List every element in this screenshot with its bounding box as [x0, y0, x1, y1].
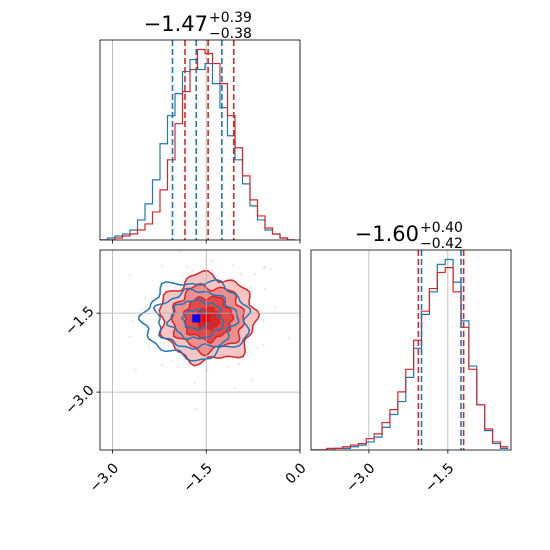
marginal-y-series-blue [311, 258, 509, 450]
joint-sample-point [234, 387, 237, 390]
joint-sample-point [195, 408, 198, 410]
joint-sample-point [262, 343, 265, 346]
joint-sample-point [161, 265, 164, 267]
title-x-plus: +0.39 [209, 10, 252, 26]
joint-sample-point [226, 366, 229, 369]
joint-sample-point [204, 259, 207, 262]
joint-sample-point [249, 351, 252, 354]
marginal-x-frame [99, 39, 301, 241]
joint-blue-contour-1 [165, 298, 225, 341]
joint-sample-point [274, 306, 277, 309]
joint-blue-contour-0 [181, 308, 212, 331]
title-y-plus: +0.40 [420, 220, 463, 236]
joint-sample-point [161, 364, 164, 367]
joint-sample-point [144, 297, 147, 300]
joint-sample-point [194, 381, 197, 384]
joint-sample-point [264, 287, 267, 290]
joint-sample-point [128, 274, 131, 277]
joint-sample-point [141, 308, 144, 311]
marginal-x-series-red [100, 48, 295, 240]
joint-sample-point [193, 247, 195, 249]
joint-contour-plot: −3.0 −1.5 0.0 −3.0 −1.5 [62, 242, 310, 496]
title-x-median: −1.47 [144, 12, 208, 36]
title-marginal-y: −1.60 +0.40 −0.42 [355, 220, 463, 252]
joint-sample-point [252, 330, 255, 333]
joint-sample-point [168, 345, 171, 348]
title-y-median: −1.60 [355, 222, 419, 246]
joint-sample-point [131, 320, 134, 322]
joint-sample-point [254, 273, 257, 276]
joint-sample-point [250, 378, 253, 381]
joint-x-tick-label-2: 0.0 [283, 460, 310, 487]
joint-sample-point [134, 369, 137, 371]
marginal-x-histogram [99, 39, 301, 244]
joint-sample-point [211, 260, 214, 262]
joint-sample-point [128, 335, 131, 338]
joint-sample-point [287, 337, 290, 339]
joint-sample-point [162, 242, 164, 244]
marginal-y-histogram: −3.0 −1.5 [310, 249, 512, 496]
marginal-y-series-red [311, 266, 509, 450]
joint-sample-point [263, 266, 265, 269]
marginal-y-frame [310, 249, 512, 451]
joint-frame [99, 249, 301, 451]
joint-sample-point [264, 265, 267, 268]
joint-sample-point [231, 264, 234, 267]
marginal-x-series-blue [100, 58, 295, 240]
joint-sample-point [178, 250, 181, 253]
joint-blue-contour-2 [152, 287, 240, 350]
joint-sample-point [145, 330, 148, 333]
joint-sample-point [256, 347, 259, 349]
joint-sample-point [269, 268, 272, 271]
joint-sample-point [191, 269, 194, 272]
joint-sample-point [171, 359, 174, 362]
title-x-minus: −0.38 [209, 26, 252, 42]
joint-marker-0 [192, 314, 201, 323]
joint-sample-point [246, 340, 249, 343]
joint-sample-point [262, 320, 265, 323]
joint-sample-point [239, 273, 242, 276]
title-y-minus: −0.42 [420, 236, 463, 252]
title-marginal-x: −1.47 +0.39 −0.38 [144, 10, 252, 42]
joint-sample-point [163, 342, 166, 345]
joint-sample-point [210, 269, 213, 272]
joint-sample-point [147, 344, 150, 347]
joint-blue-contour-3 [137, 278, 252, 362]
joint-sample-point [176, 365, 179, 368]
joint-sample-point [180, 285, 183, 288]
marginal-y-tick-label-1: −1.5 [422, 460, 457, 495]
joint-y-tick-label-0: −3.0 [62, 382, 97, 417]
joint-sample-point [206, 369, 209, 372]
joint-y-tick-label-1: −1.5 [62, 304, 97, 339]
marginal-y-tick-label-0: −3.0 [343, 460, 378, 495]
joint-sample-point [249, 286, 252, 289]
joint-sample-point [237, 363, 240, 366]
joint-x-tick-label-1: −1.5 [181, 460, 216, 495]
joint-sample-point [185, 265, 188, 268]
joint-x-tick-label-0: −3.0 [87, 460, 122, 495]
